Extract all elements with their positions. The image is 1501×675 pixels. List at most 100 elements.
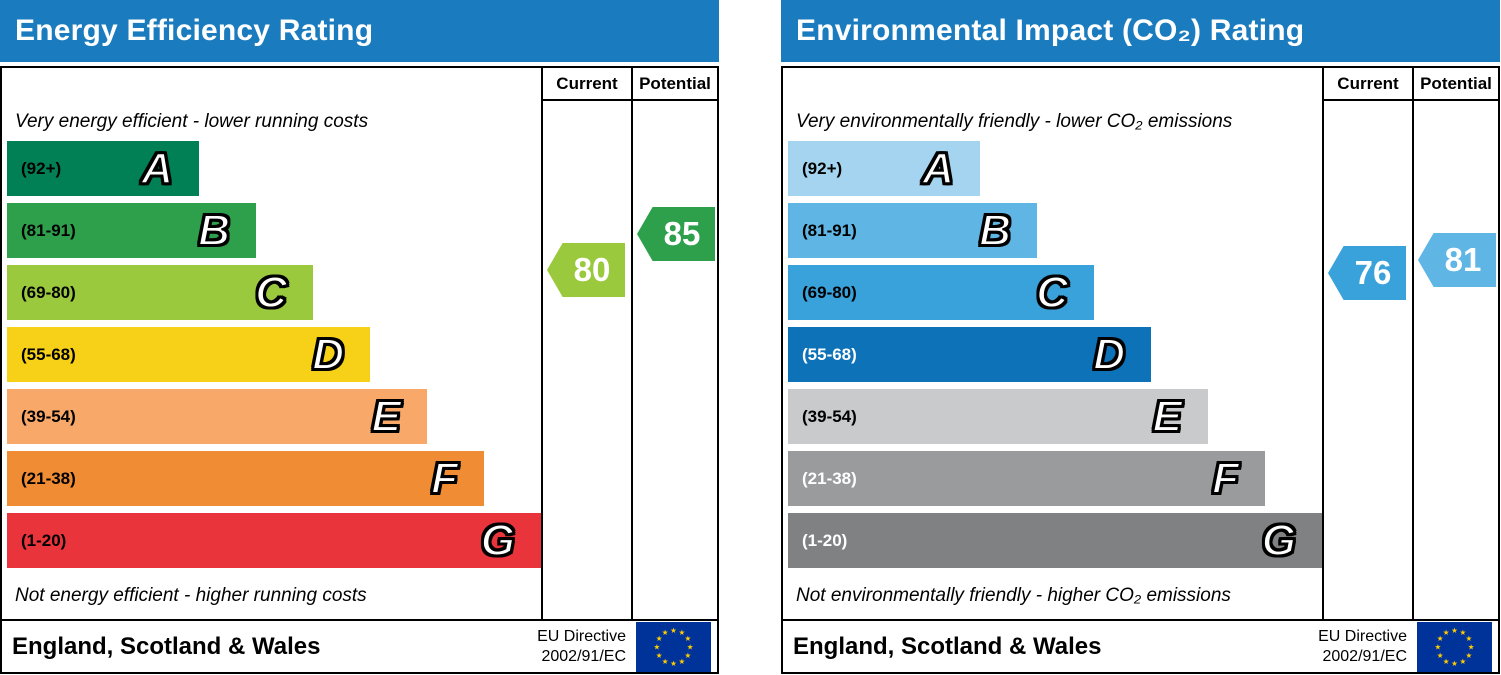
eu-directive-line1: EU Directive [1318,627,1407,645]
band-a: (92+) A [788,141,980,196]
svg-text:★: ★ [1437,634,1444,643]
current-column-header: Current [541,68,631,101]
svg-text:★: ★ [653,642,660,651]
band-g-letter: G [480,515,516,565]
band-a: (92+) A [7,141,199,196]
band-g: (1-20) G [7,513,541,568]
band-a-range: (92+) [21,158,62,178]
svg-text:★: ★ [1466,634,1473,643]
band-d-letter: D [311,329,345,379]
bottom-caption: Not energy efficient - higher running co… [15,585,367,606]
band-f: (21-38) F [788,451,1265,506]
band-b: (81-91) B [7,203,256,258]
potential-column-header: Potential [631,68,717,101]
svg-text:★: ★ [678,656,685,665]
potential-value-column: 81 [1412,101,1498,619]
eu-directive-label: EU Directive 2002/91/EC [1318,627,1407,667]
environmental-bands: Very environmentally friendly - lower CO… [783,101,1322,619]
band-f: (21-38) F [7,451,484,506]
region-label: England, Scotland & Wales [12,632,321,660]
eu-flag-icon: ★ ★★ ★★★ ★★★ ★★★ [636,621,711,672]
band-f-range: (21-38) [21,468,76,488]
band-c: (69-80) C [7,265,313,320]
environmental-table: Current Potential Very environmentally f… [781,66,1500,674]
band-b-letter: B [197,205,231,255]
band-a-range: (92+) [802,158,843,178]
svg-text:★: ★ [1434,642,1441,651]
svg-text:★: ★ [1459,656,1466,665]
band-d-letter: D [1092,329,1126,379]
band-g: (1-20) G [788,513,1322,568]
current-rating-arrow: 76 [1328,246,1406,300]
band-b-letter: B [978,205,1012,255]
svg-text:★: ★ [685,634,692,643]
top-caption: Very environmentally friendly - lower CO… [796,111,1233,132]
svg-text:★: ★ [670,659,677,668]
energy-efficiency-panel: Energy Efficiency Rating Current Potenti… [0,0,719,674]
band-b-range: (81-91) [21,220,76,240]
band-e: (39-54) E [788,389,1208,444]
environmental-impact-panel: Environmental Impact (CO₂) Rating Curren… [781,0,1500,674]
svg-text:★: ★ [656,650,663,659]
current-rating-value: 76 [1354,254,1392,291]
band-g-range: (1-20) [21,530,67,550]
svg-text:★: ★ [678,628,685,637]
eu-directive-label: EU Directive 2002/91/EC [537,627,626,667]
environmental-footer: England, Scotland & Wales EU Directive 2… [783,619,1498,672]
energy-bands: Very energy efficient - lower running co… [2,101,541,619]
current-rating-arrow: 80 [547,243,625,297]
band-b: (81-91) B [788,203,1037,258]
svg-text:★: ★ [1466,650,1473,659]
svg-text:★: ★ [1468,642,1475,651]
band-e-letter: E [371,391,402,441]
band-b-range: (81-91) [802,220,857,240]
potential-rating-arrow: 85 [637,207,715,261]
band-f-letter: F [430,453,459,503]
band-g-letter: G [1261,515,1297,565]
eu-flag-icon: ★ ★★ ★★★ ★★★ ★★★ [1417,621,1492,672]
band-f-range: (21-38) [802,468,857,488]
current-column-header: Current [1322,68,1412,101]
potential-value-column: 85 [631,101,717,619]
eu-directive-line2: 2002/91/EC [1322,647,1407,665]
band-c-range: (69-80) [802,282,857,302]
band-d-range: (55-68) [21,344,76,364]
current-value-column: 80 [541,101,631,619]
potential-rating-value: 81 [1444,241,1482,278]
environmental-title: Environmental Impact (CO₂) Rating [796,14,1305,47]
svg-text:★: ★ [662,656,669,665]
band-a-letter: A [921,143,955,193]
band-e: (39-54) E [7,389,427,444]
table-corner [2,68,541,101]
svg-text:★: ★ [1451,625,1458,634]
eu-directive-line2: 2002/91/EC [541,647,626,665]
top-caption: Very energy efficient - lower running co… [15,111,369,132]
svg-text:★: ★ [670,625,677,634]
current-value-column: 76 [1322,101,1412,619]
band-e-letter: E [1152,391,1183,441]
svg-text:★: ★ [1443,656,1450,665]
bottom-caption: Not environmentally friendly - higher CO… [796,585,1231,606]
table-corner [783,68,1322,101]
svg-text:★: ★ [1437,650,1444,659]
band-d: (55-68) D [7,327,370,382]
band-e-range: (39-54) [21,406,76,426]
potential-rating-value: 85 [663,215,701,252]
band-c-letter: C [254,267,288,317]
band-a-letter: A [140,143,174,193]
band-c-range: (69-80) [21,282,76,302]
region-label: England, Scotland & Wales [793,632,1102,660]
energy-title-bar: Energy Efficiency Rating [0,0,719,62]
svg-text:★: ★ [685,650,692,659]
band-c-letter: C [1035,267,1069,317]
band-e-range: (39-54) [802,406,857,426]
svg-text:★: ★ [662,628,669,637]
band-f-letter: F [1211,453,1240,503]
band-d-range: (55-68) [802,344,857,364]
svg-text:★: ★ [656,634,663,643]
potential-rating-arrow: 81 [1418,233,1496,287]
svg-text:★: ★ [1443,628,1450,637]
environmental-title-bar: Environmental Impact (CO₂) Rating [781,0,1500,62]
svg-text:★: ★ [1451,659,1458,668]
